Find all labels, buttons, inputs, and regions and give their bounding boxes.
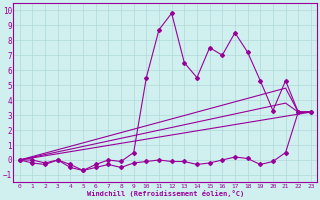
X-axis label: Windchill (Refroidissement éolien,°C): Windchill (Refroidissement éolien,°C) [87,190,244,197]
